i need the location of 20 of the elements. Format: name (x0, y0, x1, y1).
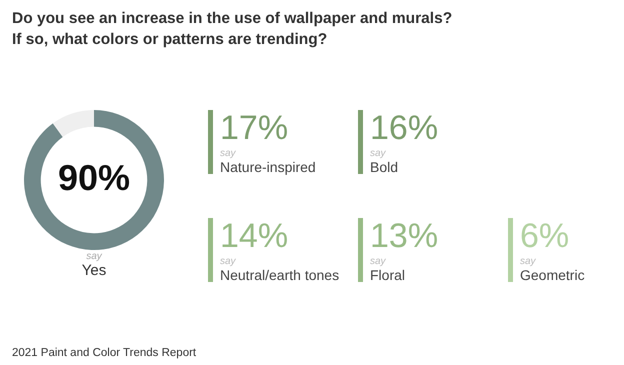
data-label: 6% (520, 217, 570, 255)
category-label: Nature-inspired (220, 159, 316, 175)
category-label: Neutral/earth tones (220, 267, 340, 283)
text: say (520, 256, 536, 267)
text: Do you see an increase in the use of wallpaper and murals? If so, what colors or patterns are trending? (12, 9, 452, 50)
data-label: 13% (370, 217, 438, 255)
text: say (370, 148, 386, 159)
category-label: Floral (370, 267, 406, 283)
text: say (85, 251, 104, 262)
data-label: 14% (220, 217, 290, 255)
category-label: Geometric (520, 267, 585, 283)
data-label: 16% (370, 109, 438, 147)
text: 2021 Paint and Color Trends Report (12, 347, 196, 359)
category-label: Bold (370, 159, 400, 175)
data-label: 90% (58, 156, 130, 198)
text: say (220, 256, 236, 267)
text: say (220, 148, 237, 159)
data-label: 17% (220, 109, 290, 147)
text: say (370, 256, 386, 267)
slice-label: Yes (80, 262, 108, 279)
